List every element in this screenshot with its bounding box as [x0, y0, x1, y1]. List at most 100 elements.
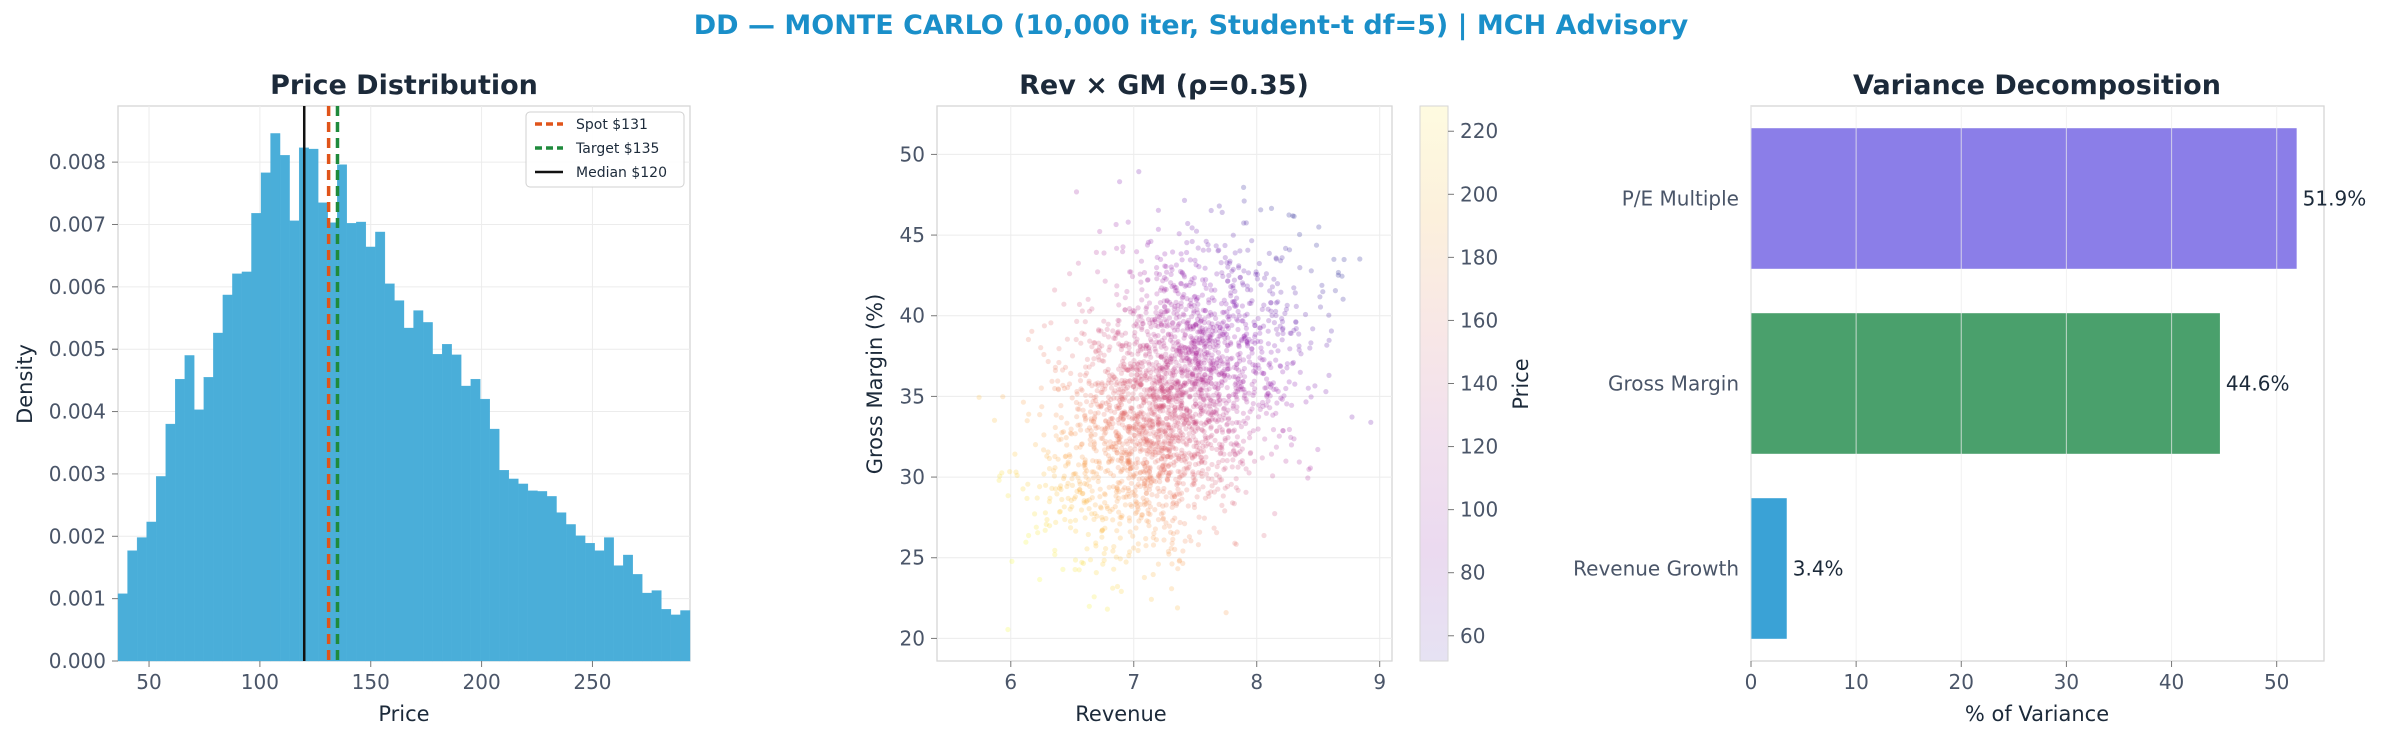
scatter-point — [1269, 312, 1275, 319]
scatter-point — [1156, 465, 1162, 471]
scatter-point — [1180, 383, 1186, 389]
scatter-point — [1239, 280, 1246, 286]
scatter-point — [1092, 414, 1098, 420]
scatter-point — [1133, 377, 1139, 383]
scatter-point — [1127, 549, 1133, 555]
scatter-point — [1141, 436, 1147, 442]
histogram-bar — [318, 202, 328, 662]
scatter-point — [1219, 477, 1225, 483]
scatter-point — [1120, 416, 1126, 422]
scatter-point — [1200, 379, 1207, 385]
scatter-point — [1105, 444, 1111, 450]
scatter-point — [1215, 394, 1221, 400]
scatter-point — [1243, 321, 1249, 327]
scatter-point — [1113, 554, 1119, 560]
scatter-point — [1124, 467, 1131, 473]
scatter-point — [1185, 503, 1191, 509]
scatter-point — [1216, 203, 1222, 209]
scatter-point — [1181, 318, 1187, 324]
scatter-point — [1267, 405, 1273, 411]
scatter-point — [1141, 502, 1148, 508]
histogram-bar — [365, 246, 376, 662]
scatter-point — [1114, 447, 1120, 453]
scatter-point — [1208, 381, 1215, 387]
scatter-point — [1079, 454, 1085, 460]
scatter-point — [1241, 333, 1247, 340]
scatter-point — [1109, 376, 1115, 382]
scatter-point — [1164, 395, 1170, 401]
scatter-point — [1208, 397, 1214, 404]
scatter-point — [1140, 435, 1146, 441]
scatter-point — [1214, 428, 1220, 434]
scatter-point — [1129, 273, 1136, 280]
scatter-point — [1257, 325, 1263, 331]
scatter-point — [1099, 527, 1105, 533]
scatter-point — [1169, 540, 1175, 547]
scatter-point — [1242, 313, 1248, 319]
scatter-point — [1135, 547, 1141, 554]
scatter-point — [1165, 435, 1171, 441]
scatter-point — [1149, 410, 1155, 416]
scatter-point — [1191, 501, 1197, 507]
scatter-point — [1320, 289, 1326, 295]
scatter-point — [1105, 399, 1111, 405]
scatter-point — [1167, 386, 1173, 393]
scatter-point — [1147, 400, 1153, 406]
scatter-point — [1189, 425, 1196, 431]
scatter-point — [1168, 469, 1174, 475]
scatter-point — [1084, 370, 1090, 376]
scatter-point — [1162, 286, 1168, 292]
scatter-point — [1262, 385, 1268, 391]
scatter-point — [1131, 383, 1137, 389]
scatter-point — [1289, 402, 1295, 408]
scatter-point — [1212, 338, 1218, 344]
scatter-point — [1195, 389, 1201, 395]
scatter-point — [1084, 498, 1090, 504]
scatter-point — [1196, 335, 1202, 341]
scatter-point — [1249, 381, 1255, 387]
scatter-point — [1168, 545, 1174, 551]
scatter-point — [1239, 318, 1245, 324]
scatter-point — [1293, 303, 1299, 309]
scatter-point — [1148, 369, 1154, 376]
scatter-point — [1219, 326, 1226, 332]
scatter-point — [1264, 376, 1270, 382]
scatter-point — [1259, 455, 1265, 461]
scatter-point — [1235, 380, 1241, 387]
scatter-point — [1179, 269, 1185, 275]
scatter-point — [1174, 379, 1180, 385]
scatter-point — [1226, 393, 1232, 399]
scatter-point — [1045, 358, 1051, 365]
scatter-point — [1226, 374, 1232, 380]
scatter-points — [976, 169, 1374, 633]
scatter-point — [1225, 361, 1231, 367]
scatter-point — [1143, 433, 1149, 439]
scatter-point — [1116, 402, 1122, 408]
scatter-point — [1113, 428, 1119, 435]
scatter-point — [1172, 303, 1178, 309]
scatter-point — [1128, 309, 1134, 315]
scatter-point — [1291, 285, 1297, 291]
scatter-point — [1153, 270, 1160, 276]
scatter-point — [1231, 303, 1238, 309]
scatter-point — [1063, 453, 1069, 459]
scatter-point — [1174, 378, 1180, 384]
scatter-point — [1193, 401, 1199, 407]
scatter-point — [1101, 331, 1107, 338]
scatter-point — [1151, 331, 1157, 337]
scatter-point — [1110, 444, 1116, 450]
scatter-point — [1195, 451, 1202, 457]
scatter-point — [1225, 362, 1231, 368]
scatter-point — [1197, 369, 1203, 375]
scatter-point — [1142, 372, 1148, 379]
scatter-point — [1214, 398, 1220, 405]
scatter-point — [1308, 340, 1314, 346]
scatter-point — [1165, 332, 1172, 338]
scatter-point — [1170, 370, 1176, 376]
scatter-point — [1176, 456, 1182, 462]
scatter-point — [1093, 471, 1100, 477]
scatter-point — [1163, 364, 1169, 371]
scatter-point — [1069, 504, 1075, 510]
scatter-point — [1170, 531, 1176, 537]
scatter-point — [1265, 391, 1271, 397]
